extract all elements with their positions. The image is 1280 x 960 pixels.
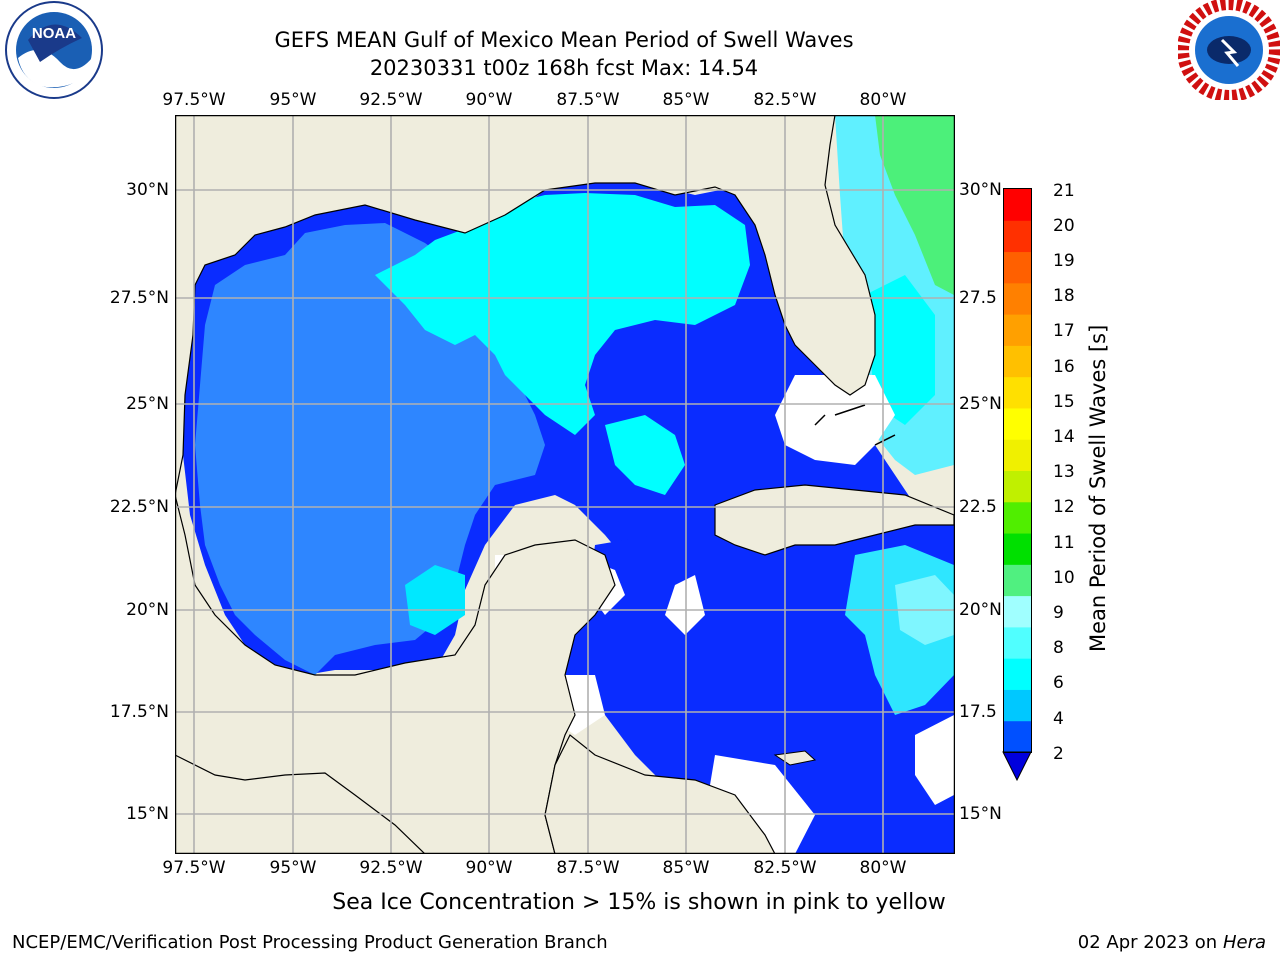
colorbar-tick: 6 [1053, 673, 1064, 693]
colorbar [1002, 188, 1032, 782]
map-title: GEFS MEAN Gulf of Mexico Mean Period of … [274, 28, 854, 52]
lon-label-top: 80°W [859, 90, 907, 110]
atlantic-green [875, 115, 954, 295]
lon-label-bottom: 85°W [662, 858, 710, 878]
lat-label-right: 20°N [959, 600, 1002, 620]
sea-ice-caption: Sea Ice Concentration > 15% is shown in … [332, 890, 946, 915]
colorbar-tick: 9 [1053, 603, 1064, 623]
footer-right: 02 Apr 2023 on Hera [1078, 932, 1266, 953]
colorbar-title: Mean Period of Swell Waves [s] [1086, 324, 1110, 652]
lon-label-bottom: 82.5°W [753, 858, 817, 878]
lon-label-bottom: 80°W [859, 858, 907, 878]
graticule [175, 115, 954, 853]
map-frame [175, 115, 955, 854]
colorbar-tick: 2 [1053, 744, 1064, 764]
lon-label-top: 85°W [662, 90, 710, 110]
colorbar-tick: 14 [1053, 427, 1075, 447]
land-bahamas [814, 404, 896, 446]
lat-label-left: 25°N [126, 394, 169, 414]
lat-label-left: 20°N [126, 600, 169, 620]
swell-6s-south [605, 415, 685, 495]
lon-label-top: 95°W [269, 90, 317, 110]
colorbar-segment [1004, 689, 1031, 722]
swell-6s-southwest [405, 565, 465, 635]
lon-label-bottom: 92.5°W [359, 858, 423, 878]
colorbar-tick: 8 [1053, 638, 1064, 658]
colorbar-frame [1003, 188, 1032, 753]
lat-label-right: 17.5 [959, 702, 997, 722]
colorbar-segment [1004, 533, 1031, 565]
map-subtitle: 20230331 t00z 168h fcst Max: 14.54 [369, 56, 759, 80]
lat-label-left: 30°N [126, 180, 169, 200]
colorbar-segment [1004, 439, 1031, 471]
colorbar-segment [1004, 251, 1031, 284]
colorbar-segment [1004, 564, 1031, 597]
footer-host: Hera [1222, 932, 1266, 953]
colorbar-tick: 21 [1053, 181, 1075, 201]
colorbar-segment [1004, 345, 1031, 378]
lat-label-right: 22.5 [959, 497, 997, 517]
lat-label-left: 15°N [126, 804, 169, 824]
colorbar-tick: 12 [1053, 497, 1075, 517]
colorbar-tick: 4 [1053, 709, 1064, 729]
lon-label-top: 90°W [465, 90, 513, 110]
lon-label-bottom: 87.5°W [556, 858, 620, 878]
land-cuba [714, 484, 954, 556]
lon-label-bottom: 97.5°W [162, 858, 226, 878]
missing-data-caribbean-2 [665, 575, 705, 635]
colorbar-tick: 11 [1053, 533, 1075, 553]
land-central-america [544, 734, 776, 853]
lon-label-top: 92.5°W [359, 90, 423, 110]
nws-logo [1178, 0, 1280, 100]
lat-label-left: 22.5°N [109, 497, 169, 517]
colorbar-segment [1004, 501, 1031, 534]
noaa-logo: NOAA [5, 1, 103, 99]
swell-6s-region [375, 193, 750, 435]
lon-label-bottom: 95°W [269, 858, 317, 878]
colorbar-segment [1004, 658, 1031, 690]
colorbar-segment [1004, 376, 1031, 409]
land-us-gulf-coast [175, 115, 954, 496]
land-mexico [175, 494, 616, 853]
colorbar-segment [1004, 595, 1031, 628]
colorbar-tick: 20 [1053, 216, 1075, 236]
colorbar-extend-arrow [1002, 751, 1032, 782]
footer-date: 02 Apr 2023 on [1077, 932, 1223, 953]
colorbar-segment [1004, 470, 1031, 503]
colorbar-segment [1004, 314, 1031, 346]
map-plot [175, 115, 955, 854]
colorbar-tick: 13 [1053, 462, 1075, 482]
colorbar-tick: 15 [1053, 392, 1075, 412]
lat-label-left: 27.5°N [109, 288, 169, 308]
lat-label-right: 25°N [959, 394, 1002, 414]
lat-label-left: 17.5°N [109, 702, 169, 722]
lon-label-top: 82.5°W [753, 90, 817, 110]
lat-label-right: 30°N [959, 180, 1002, 200]
missing-data-florida-straits [775, 375, 895, 465]
lon-label-top: 87.5°W [556, 90, 620, 110]
colorbar-tick: 19 [1053, 251, 1075, 271]
lat-label-right: 15°N [959, 804, 1002, 824]
colorbar-tick: 18 [1053, 286, 1075, 306]
colorbar-segment [1004, 189, 1031, 221]
footer-left: NCEP/EMC/Verification Post Processing Pr… [12, 932, 608, 953]
colorbar-segment [1004, 720, 1031, 753]
lon-label-top: 97.5°W [162, 90, 226, 110]
missing-data-east [915, 715, 954, 805]
colorbar-segment [1004, 220, 1031, 253]
noaa-logo-text: NOAA [32, 25, 76, 42]
colorbar-tick: 17 [1053, 321, 1075, 341]
lat-label-right: 27.5 [959, 288, 997, 308]
colorbar-tick: 16 [1053, 357, 1075, 377]
colorbar-segment [1004, 407, 1031, 440]
colorbar-segment [1004, 282, 1031, 315]
colorbar-tick: 10 [1053, 568, 1075, 588]
lon-label-bottom: 90°W [465, 858, 513, 878]
colorbar-segment [1004, 626, 1031, 659]
